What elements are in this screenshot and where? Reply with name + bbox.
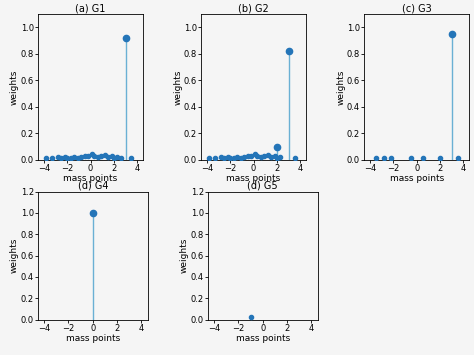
Title: (b) G2: (b) G2	[238, 4, 269, 13]
Title: (a) G1: (a) G1	[75, 4, 106, 13]
Title: (c) G3: (c) G3	[402, 4, 431, 13]
X-axis label: mass points: mass points	[65, 334, 120, 343]
Y-axis label: weights: weights	[10, 69, 19, 105]
Y-axis label: weights: weights	[180, 238, 189, 273]
Y-axis label: weights: weights	[173, 69, 182, 105]
X-axis label: mass points: mass points	[390, 174, 444, 183]
Title: (d) G5: (d) G5	[247, 181, 278, 191]
X-axis label: mass points: mass points	[236, 334, 290, 343]
Title: (d) G4: (d) G4	[78, 181, 108, 191]
Y-axis label: weights: weights	[10, 238, 19, 273]
Y-axis label: weights: weights	[336, 69, 345, 105]
X-axis label: mass points: mass points	[227, 174, 281, 183]
X-axis label: mass points: mass points	[64, 174, 118, 183]
